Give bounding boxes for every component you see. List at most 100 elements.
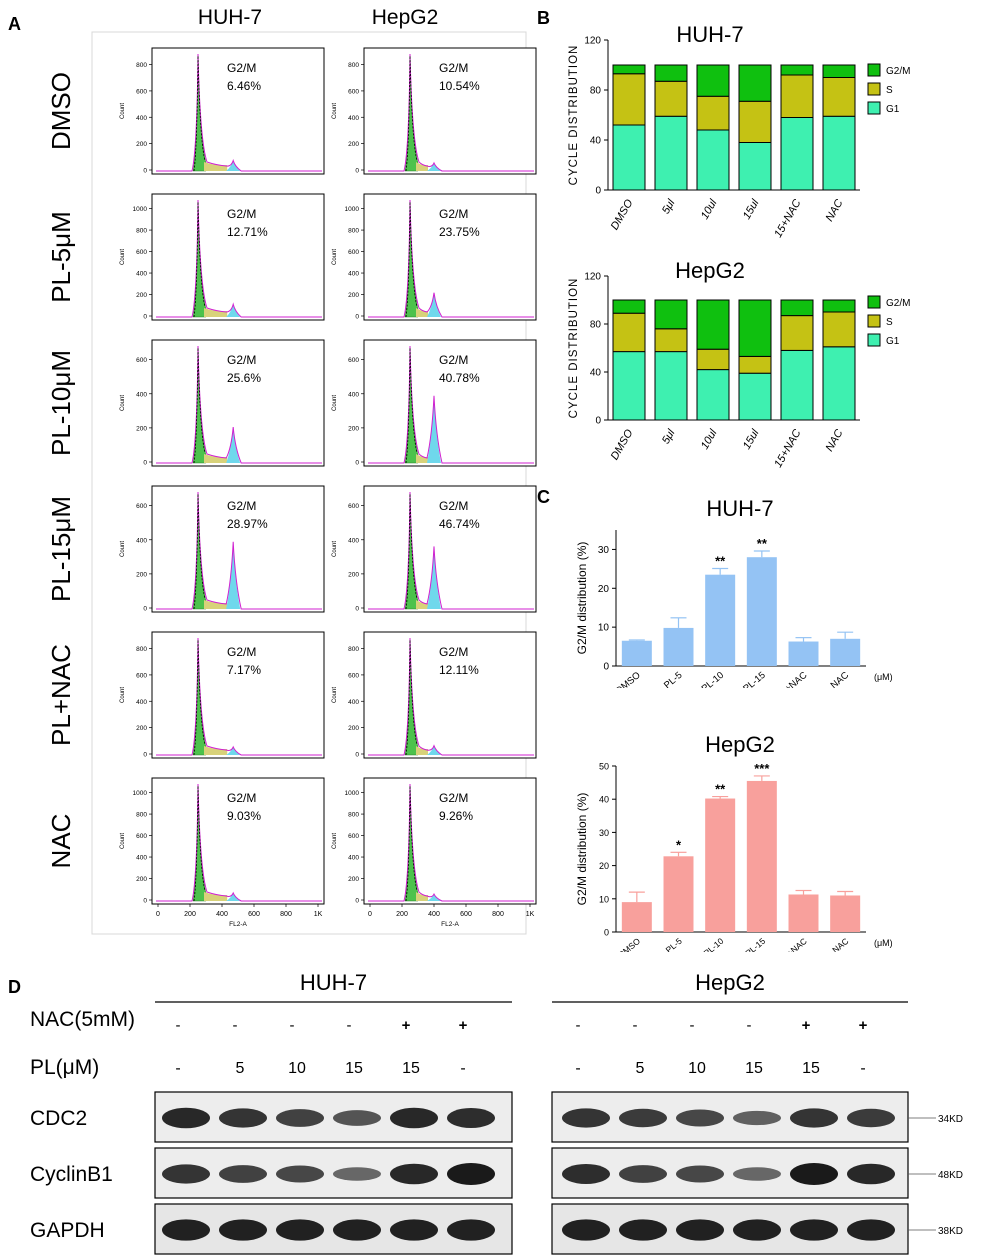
histogram-y-tick-label: 800 bbox=[136, 228, 147, 235]
g2m-peak-fill bbox=[427, 162, 441, 171]
pl-lane-value: 5 bbox=[236, 1060, 245, 1077]
pl-lane-value: 10 bbox=[288, 1060, 306, 1077]
protein-label: CDC2 bbox=[30, 1107, 87, 1130]
histogram-row-label: PL-5μM bbox=[46, 211, 76, 303]
g2m-peak-fill bbox=[427, 745, 441, 755]
size-marker-label: 48KD bbox=[938, 1170, 963, 1181]
stacked-bar-segment-g1 bbox=[654, 351, 688, 421]
x-tick-label: NAC bbox=[824, 197, 846, 223]
protein-band bbox=[219, 1108, 267, 1128]
nac-lane-sign: + bbox=[402, 1017, 411, 1034]
x-tick-label: PL-5 bbox=[662, 670, 684, 688]
x-tick-label: NAC bbox=[830, 936, 850, 952]
chart-title: HepG2 bbox=[705, 732, 775, 757]
pl-lane-value: 5 bbox=[636, 1060, 645, 1077]
histogram-plot: 0 200 400 600 800 Count G2/M 10.54% bbox=[332, 47, 537, 175]
s-phase-fill bbox=[204, 600, 228, 609]
fit-curve bbox=[368, 783, 534, 902]
histogram-plot: 0 200 400 600 Count G2/M 25.6% bbox=[120, 339, 325, 467]
histogram-y-axis-label: Count bbox=[120, 395, 126, 411]
legend-label: S bbox=[886, 317, 893, 328]
histogram-y-tick-label: 400 bbox=[136, 115, 147, 122]
protein-band bbox=[619, 1219, 667, 1241]
histogram-y-tick-label: 400 bbox=[136, 391, 147, 398]
legend-label: G1 bbox=[886, 104, 900, 115]
protein-band bbox=[162, 1164, 210, 1184]
g2m-peak-fill bbox=[427, 292, 441, 317]
histogram-y-tick-label: 800 bbox=[136, 62, 147, 69]
histogram-y-tick-label: 0 bbox=[355, 314, 359, 321]
histogram-y-tick-label: 1000 bbox=[133, 206, 148, 213]
g2m-peak-fill bbox=[226, 427, 241, 463]
histogram-frame bbox=[151, 47, 325, 175]
s-phase-fill bbox=[204, 162, 228, 171]
protein-band bbox=[333, 1167, 381, 1181]
histogram-row-label: PL-15μM bbox=[46, 496, 76, 602]
stacked-bar-segment-g2m bbox=[654, 64, 688, 82]
histogram-row-label: PL-10μM bbox=[46, 350, 76, 456]
histogram-y-tick-label: 200 bbox=[136, 725, 147, 732]
histogram-y-tick-label: 200 bbox=[136, 876, 147, 883]
g2m-peak-fill bbox=[226, 304, 241, 317]
y-axis-label: CYCLE DISTRIBUTION bbox=[568, 278, 580, 419]
histogram-x-tick-label: 1K bbox=[314, 911, 323, 918]
histogram-y-tick-label: 200 bbox=[348, 292, 359, 299]
stacked-bar-segment-s bbox=[738, 355, 772, 374]
histogram-column-title: HepG2 bbox=[372, 6, 439, 29]
stacked-bar-segment-g2m bbox=[738, 299, 772, 357]
g2m-percentage: 12.11% bbox=[439, 663, 479, 677]
g2m-peak-fill bbox=[226, 160, 241, 171]
histogram-row-label: NAC bbox=[46, 814, 76, 869]
x-tick-label: PL-10 bbox=[702, 936, 726, 952]
protein-band bbox=[562, 1164, 610, 1184]
g2m-peak-fill bbox=[226, 541, 241, 609]
protein-band bbox=[447, 1163, 495, 1185]
y-axis-label: CYCLE DISTRIBUTION bbox=[568, 45, 580, 186]
stacked-bar-segment-g2m bbox=[696, 64, 730, 97]
g2m-peak-fill bbox=[427, 546, 441, 609]
histogram-y-tick-label: 1000 bbox=[133, 790, 148, 797]
histogram-plot: 0 200 400 600 800 1000 Count G2/M 23.75% bbox=[332, 193, 537, 321]
histogram-y-tick-label: 0 bbox=[143, 460, 147, 467]
histogram-y-tick-label: 400 bbox=[348, 271, 359, 278]
g2m-bar bbox=[830, 638, 861, 666]
histogram-y-tick-label: 400 bbox=[348, 391, 359, 398]
protein-band bbox=[562, 1108, 610, 1128]
stacked-bar-segment-g1 bbox=[654, 115, 688, 191]
s-phase-fill bbox=[416, 746, 428, 755]
x-tick-label: 15ul bbox=[741, 427, 762, 451]
g2m-label: G2/M bbox=[439, 207, 468, 221]
protein-band bbox=[333, 1219, 381, 1241]
protein-band bbox=[790, 1163, 838, 1185]
histogram-x-axis-label: FL2-A bbox=[229, 921, 247, 928]
y-axis-label: G2/M distribution (%) bbox=[575, 793, 589, 906]
histogram-y-tick-label: 400 bbox=[136, 537, 147, 544]
y-tick-label: 120 bbox=[584, 36, 601, 47]
legend-swatch bbox=[867, 63, 881, 77]
significance-marker: *** bbox=[754, 761, 770, 776]
stacked-bar-segment-s bbox=[696, 348, 730, 371]
y-tick-label: 120 bbox=[584, 272, 601, 283]
stacked-bar-segment-s bbox=[612, 73, 646, 126]
s-phase-fill bbox=[416, 308, 428, 317]
chart-title: HUH-7 bbox=[676, 22, 743, 47]
histogram-y-tick-label: 200 bbox=[348, 571, 359, 578]
histogram-plot: 0 200 400 600 Count G2/M 28.97% bbox=[120, 485, 325, 613]
histogram-frame bbox=[363, 777, 537, 905]
histogram-x-tick-label: 200 bbox=[184, 911, 196, 918]
stacked-bar-segment-s bbox=[654, 328, 688, 353]
western-blot: NAC(5mM) PL(μM) CDC2 CyclinB1 GAPDH HUH-7 - - - -… bbox=[30, 970, 963, 1255]
x-tick-label: PL+NAC bbox=[774, 670, 810, 688]
stacked-bar-segment-s bbox=[738, 100, 772, 143]
stacked-bar-segment-g2m bbox=[780, 299, 814, 317]
nac-lane-sign: - bbox=[176, 1017, 181, 1034]
y-tick-label: 10 bbox=[598, 623, 610, 634]
histogram-y-axis-label: Count bbox=[120, 541, 126, 557]
histogram-y-tick-label: 400 bbox=[136, 699, 147, 706]
histogram-y-tick-label: 800 bbox=[136, 646, 147, 653]
y-tick-label: 20 bbox=[599, 861, 609, 871]
g2m-peak-fill bbox=[226, 746, 241, 755]
protein-band bbox=[162, 1219, 210, 1241]
histogram-y-tick-label: 0 bbox=[143, 606, 147, 613]
g2m-bar bbox=[830, 895, 861, 932]
